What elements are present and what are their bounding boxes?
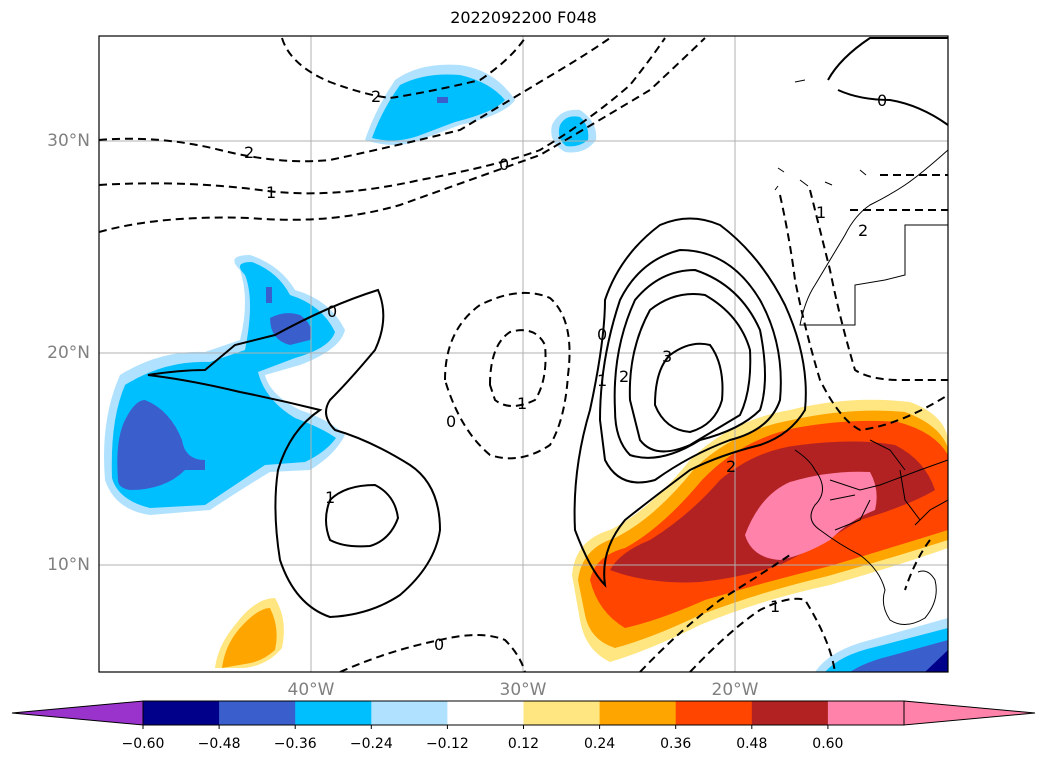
contour-neg-east — [779, 194, 948, 432]
contour-label-layer: 2 2 1 0 0 1 0 1 2 3 2 1 0 1 2 0 0 1 — [244, 87, 887, 654]
negative-anomaly-west-deep — [117, 400, 205, 490]
negative-anomaly-north-core — [372, 74, 505, 141]
canary-islands — [774, 79, 867, 191]
contour-neg1-loop — [443, 291, 571, 460]
contour-0-west — [147, 288, 442, 619]
contour-label: 1 — [325, 488, 335, 507]
colorbar-tick-label: 0.36 — [660, 736, 692, 752]
negative-anomaly-speck — [266, 287, 272, 303]
contour-neg0-north — [99, 37, 706, 233]
contour-label: 2 — [858, 221, 868, 240]
contour-neg-se — [904, 539, 931, 591]
africa-west-bulge — [794, 449, 937, 625]
colorbar-tick-label: −0.24 — [349, 736, 393, 752]
contour-inner-east — [653, 342, 724, 434]
contour-2-east — [613, 268, 766, 459]
negative-contours — [99, 37, 948, 672]
lat-label: 30°N — [47, 131, 90, 151]
africa-coast — [799, 149, 948, 326]
contour-neg2-ne — [850, 174, 948, 211]
map-title: 2022092200 F048 — [450, 8, 597, 27]
negative-anomaly-southeast-deep — [850, 640, 948, 672]
shaded-field — [104, 64, 948, 672]
colorbar-tick-label: 0.24 — [584, 736, 616, 752]
colorbar — [11, 700, 1036, 729]
contour-label: 1 — [816, 203, 826, 222]
lon-label: 30°W — [499, 680, 547, 700]
contour-neg1-north — [99, 37, 666, 195]
contour-label: 2 — [619, 367, 629, 386]
contour-label: 1 — [597, 371, 607, 390]
contour-neg-sw1 — [639, 554, 791, 672]
colorbar-cell — [523, 701, 601, 725]
contour-label: 1 — [770, 597, 780, 616]
africa-borders — [829, 439, 948, 531]
contour-label: 0 — [327, 302, 337, 321]
lat-label: 10°N — [47, 555, 90, 575]
colorbar-cell — [371, 701, 448, 725]
positive-anomaly-south-core — [222, 608, 277, 668]
contour-label: 1 — [517, 394, 527, 413]
contour-label: 0 — [597, 325, 607, 344]
contour-1-east — [598, 248, 782, 484]
contour-neg2-north — [99, 37, 611, 163]
lon-label: 40°W — [287, 680, 335, 700]
colorbar-tick-label: −0.60 — [121, 736, 165, 752]
contour-3-east — [628, 293, 752, 453]
colorbar-extend-high — [903, 700, 1036, 726]
contour-neg-south — [339, 634, 526, 672]
contour-label: 0 — [877, 91, 887, 110]
colorbar-cell — [295, 701, 372, 725]
colorbar-tick-label: −0.12 — [425, 736, 469, 752]
colorbar-cell — [827, 701, 905, 725]
positive-contours — [147, 37, 948, 619]
colorbar-tick-label: 0.48 — [736, 736, 768, 752]
contour-neg1-inner — [488, 329, 547, 407]
colorbar-extend-low — [11, 700, 144, 726]
contour-1-loop — [325, 483, 400, 548]
colorbar-cell — [143, 701, 220, 725]
colorbar-cell — [675, 701, 753, 725]
contour-label: 2 — [371, 87, 381, 106]
lat-label: 20°N — [47, 343, 90, 363]
colorbar-cells — [143, 701, 905, 725]
contour-neg2-east — [809, 189, 948, 382]
contour-label: 1 — [266, 183, 276, 202]
contour-label: 0 — [499, 155, 509, 174]
map-frame — [98, 35, 949, 673]
contour-label: 3 — [662, 347, 672, 366]
colorbar-cell — [219, 701, 296, 725]
coastlines — [774, 79, 948, 625]
contour-label: 2 — [726, 457, 736, 476]
colorbar-tick-label: 0.60 — [812, 736, 844, 752]
colorbar-tick-label: −0.48 — [197, 736, 241, 752]
negative-anomaly-southeast-deepest — [925, 650, 948, 672]
lon-label: 20°W — [711, 680, 759, 700]
contour-label: 2 — [244, 143, 254, 162]
contour-neg-sw2 — [689, 597, 836, 672]
negative-anomaly-north-speck — [437, 97, 448, 103]
colorbar-tick-label: 0.12 — [507, 736, 540, 752]
gridlines — [99, 36, 948, 672]
colorbar-tick-label: −0.36 — [273, 736, 317, 752]
contour-label: 0 — [446, 412, 456, 431]
contour-neg2-top — [281, 37, 526, 100]
colorbar-cell — [751, 701, 829, 725]
contour-label: 0 — [434, 635, 444, 654]
contour-0-northeast — [827, 37, 948, 126]
colorbar-cell — [447, 701, 524, 725]
colorbar-ticks — [142, 725, 829, 729]
colorbar-cell — [599, 701, 677, 725]
contour-0-east — [573, 217, 807, 588]
